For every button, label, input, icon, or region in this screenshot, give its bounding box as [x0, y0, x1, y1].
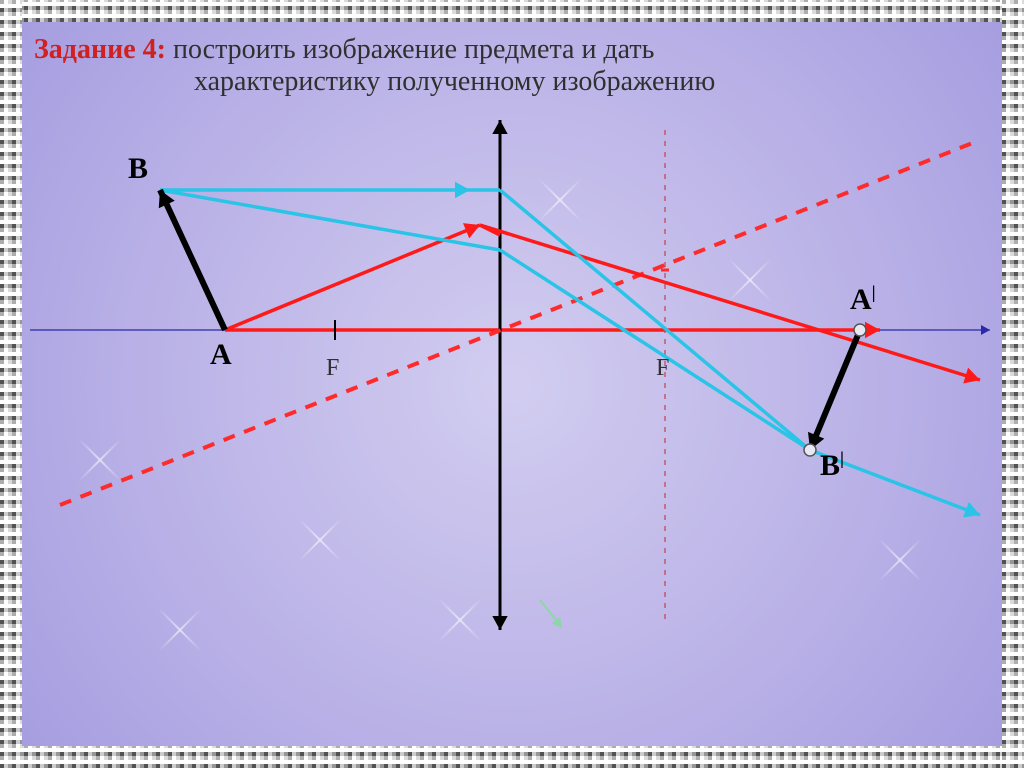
- label-b-prime: B|: [820, 448, 844, 483]
- label-a: A: [210, 338, 232, 372]
- lens-ray-diagram: [0, 0, 1024, 768]
- label-f-left: F: [326, 355, 339, 382]
- label-f-right: F: [656, 355, 669, 382]
- label-a-prime: A|: [850, 282, 876, 317]
- label-b: B: [128, 152, 148, 186]
